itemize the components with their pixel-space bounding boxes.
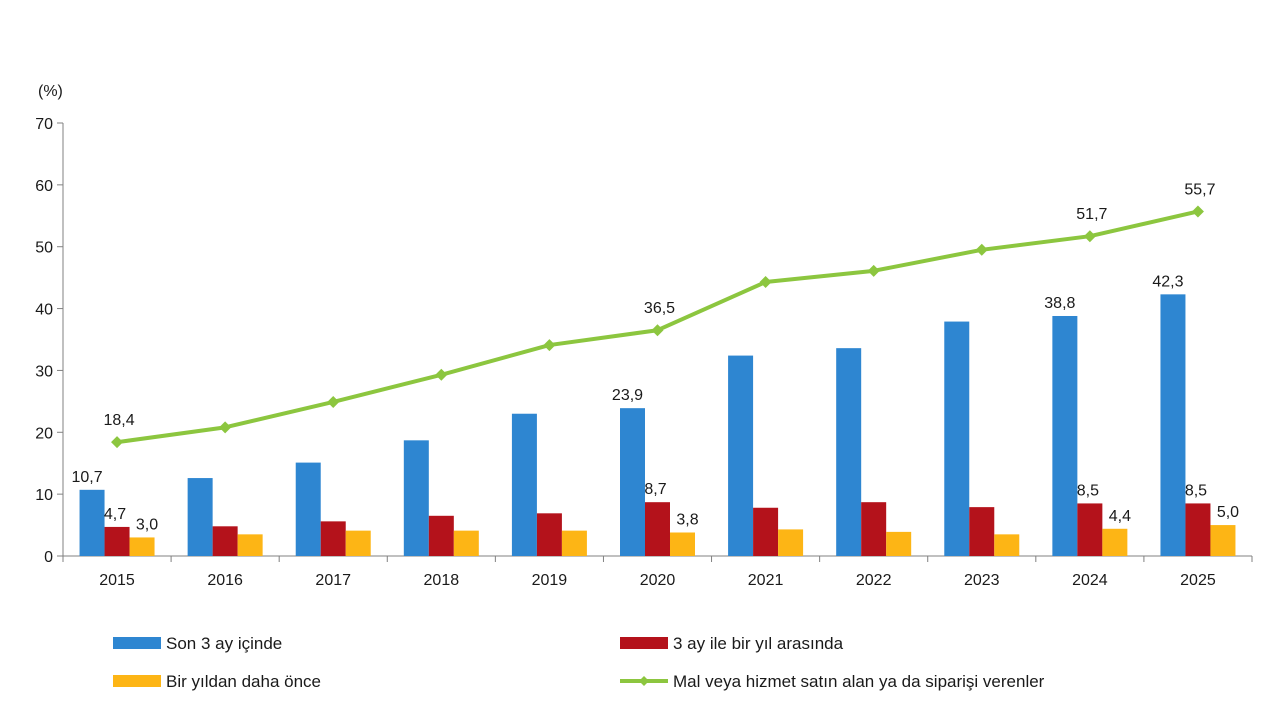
y-tick-label: 10 (35, 487, 53, 504)
data-label: 38,8 (1044, 295, 1075, 312)
bar (1160, 294, 1186, 556)
x-axis: 2015 2016 2017 2018 2019 2020 2021 2022 2023 2024… (62, 555, 1253, 589)
x-tick-label: 2019 (532, 572, 568, 589)
line-point (867, 264, 880, 277)
bar (345, 530, 371, 556)
bar (728, 355, 754, 556)
bar (1052, 315, 1078, 556)
bar (237, 534, 263, 556)
legend-label: Son 3 ay içinde (166, 634, 282, 653)
line-point (1191, 205, 1204, 218)
data-label: 55,7 (1184, 181, 1215, 198)
bar (453, 530, 479, 556)
data-label: 51,7 (1076, 206, 1107, 223)
y-tick-label: 0 (44, 549, 53, 566)
y-tick-label: 60 (35, 178, 53, 195)
data-label: 18,4 (103, 412, 134, 429)
x-tick-label: 2020 (640, 572, 676, 589)
bar (753, 507, 779, 556)
bar (861, 502, 887, 556)
y-tick-label: 20 (35, 425, 53, 442)
bar (994, 534, 1020, 556)
data-label: 8,5 (1185, 482, 1207, 499)
bar (969, 507, 995, 556)
bar (944, 321, 970, 556)
bar (886, 531, 912, 556)
bar (104, 526, 130, 556)
bar (536, 513, 562, 556)
y-unit-label: (%) (38, 83, 63, 100)
x-tick-label: 2015 (99, 572, 135, 589)
bar (836, 348, 862, 556)
bar-series-group (79, 294, 1236, 556)
line-series-group (111, 205, 1204, 449)
line-point (1083, 230, 1096, 243)
y-tick-label: 40 (35, 302, 53, 319)
line-point (435, 368, 448, 381)
data-label: 3,0 (136, 516, 158, 533)
bar (778, 529, 804, 556)
data-label: 42,3 (1152, 273, 1183, 290)
data-label: 8,5 (1077, 482, 1099, 499)
legend-swatch (113, 637, 161, 649)
bar (1185, 503, 1211, 556)
legend-swatch (113, 675, 161, 687)
y-axis: 0 10 20 30 40 50 60 70 (35, 116, 64, 566)
x-tick-label: 2016 (207, 572, 243, 589)
data-label: 36,5 (644, 300, 675, 317)
legend-marker (639, 676, 649, 686)
bar (561, 530, 587, 556)
legend-label: 3 ay ile bir yıl arasında (673, 634, 844, 653)
x-tick-label: 2017 (315, 572, 351, 589)
line-point (975, 243, 988, 256)
y-tick-label: 30 (35, 363, 53, 380)
x-tick-label: 2021 (748, 572, 784, 589)
line-point (651, 324, 664, 337)
line-point (759, 275, 772, 288)
x-tick-label: 2025 (1180, 572, 1216, 589)
bar (295, 462, 321, 556)
data-labels-group: 10,7 23,9 38,8 42,3 4,7 8,7 8,5 8,5 3,0 3,8 4,4 5,0… (71, 181, 1239, 533)
x-tick-label: 2022 (856, 572, 892, 589)
bar (187, 478, 213, 556)
data-label: 4,4 (1109, 508, 1131, 525)
data-label: 5,0 (1217, 504, 1239, 521)
bar (1102, 528, 1128, 556)
legend-label: Bir yıldan daha önce (166, 672, 321, 691)
x-tick-label: 2024 (1072, 572, 1108, 589)
y-tick-label: 70 (35, 116, 53, 133)
legend-swatch (620, 637, 668, 649)
data-label: 4,7 (104, 506, 126, 523)
x-tick-label: 2023 (964, 572, 1000, 589)
x-tick-label: 2018 (424, 572, 460, 589)
y-tick-label: 50 (35, 240, 53, 257)
data-label: 23,9 (612, 387, 643, 404)
line-point (543, 339, 556, 352)
line-point (219, 421, 232, 434)
data-label: 3,8 (676, 511, 698, 528)
bar (428, 515, 454, 556)
legend-label: Mal veya hizmet satın alan ya da sipariş… (673, 672, 1045, 691)
bar (79, 489, 105, 556)
data-label: 10,7 (71, 469, 102, 486)
bar (511, 413, 537, 556)
bar (212, 526, 238, 556)
bar (620, 408, 645, 556)
bar (1077, 503, 1103, 556)
bar (670, 532, 695, 556)
bar (645, 502, 670, 556)
line-point (111, 436, 124, 449)
bar (320, 521, 346, 556)
bar (129, 537, 155, 556)
data-label: 8,7 (644, 481, 666, 498)
bar (403, 440, 429, 556)
bar (1210, 525, 1236, 556)
line-point (327, 395, 340, 408)
legend: Son 3 ay içinde 3 ay ile bir yıl arasında… (113, 634, 1045, 691)
